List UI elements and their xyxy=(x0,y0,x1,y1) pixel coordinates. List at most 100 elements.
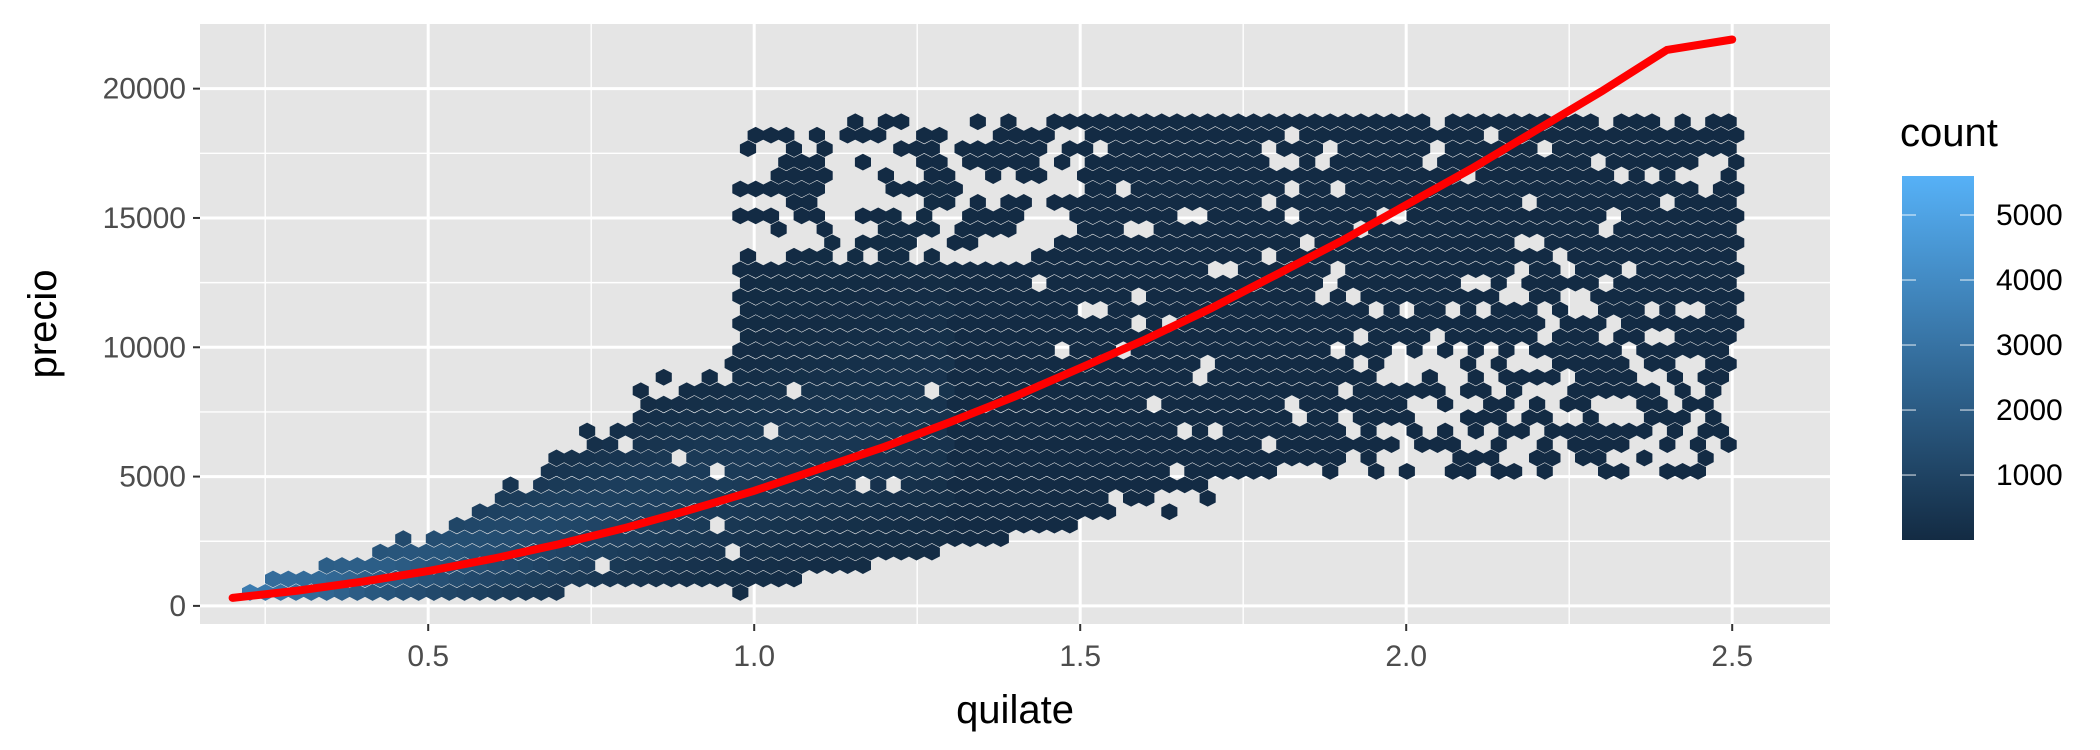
hex-cell-1108 xyxy=(931,288,948,305)
hex-cell-1355 xyxy=(1421,234,1438,252)
hex-cell-491 xyxy=(1138,436,1155,453)
hex-cell-1562 xyxy=(1559,180,1576,198)
hex-cell-596 xyxy=(862,409,879,427)
hex-cell-613 xyxy=(1123,409,1140,427)
hex-cell-1178 xyxy=(1123,274,1140,292)
hex-cell-816 xyxy=(770,355,787,373)
hex-cell-1098 xyxy=(778,288,795,305)
hex-cell-1207 xyxy=(1643,274,1661,292)
hex-cell-789 xyxy=(1207,368,1224,386)
hex-cell-14 xyxy=(456,584,473,601)
hex-cell-1407 xyxy=(1475,220,1492,238)
hex-cell-806 xyxy=(1575,368,1592,386)
hex-cell-534 xyxy=(839,422,856,440)
hex-cell-569 xyxy=(1498,422,1515,440)
hex-cell-82 xyxy=(717,557,734,574)
hex-cell-1371 xyxy=(1697,234,1714,252)
hex-cell-1313 xyxy=(1536,247,1553,265)
hex-cell-150 xyxy=(747,530,764,548)
hex-cell-924 xyxy=(785,328,802,346)
hex-cell-1793 xyxy=(1276,113,1293,131)
hex-cell-470 xyxy=(816,436,833,453)
hex-cell-619 xyxy=(1214,409,1232,427)
hex-cell-755 xyxy=(1674,382,1691,400)
hex-cell-1260 xyxy=(1498,261,1515,279)
hex-cell-1372 xyxy=(1712,234,1729,252)
hex-cell-1154 xyxy=(739,274,757,292)
hex-cell-1617 xyxy=(1628,167,1645,184)
hex-cell-486 xyxy=(1061,436,1078,453)
hex-cell-375 xyxy=(1153,463,1170,480)
hex-cell-1129 xyxy=(1268,288,1285,305)
hex-cell-1736 xyxy=(1146,126,1163,144)
hex-cell-1536 xyxy=(1130,180,1147,198)
hex-cell-203 xyxy=(1015,516,1032,534)
hex-cell-231 xyxy=(839,503,856,521)
hex-cell-369 xyxy=(1061,463,1078,480)
hex-cell-829 xyxy=(969,355,986,373)
hex-cell-1623 xyxy=(854,153,871,171)
hex-cell-79 xyxy=(671,557,688,574)
hex-cell-1110 xyxy=(962,288,979,305)
hex-cell-724 xyxy=(1092,382,1109,400)
hex-cell-1094 xyxy=(1720,301,1737,319)
hex-cell-1268 xyxy=(1666,261,1683,279)
hex-cell-934 xyxy=(939,328,956,346)
hex-cell-247 xyxy=(1084,503,1101,521)
hex-cell-1469 xyxy=(1666,207,1683,225)
hex-cell-1752 xyxy=(1406,126,1423,144)
hex-cell-555 xyxy=(1161,422,1178,440)
hex-cell-255 xyxy=(571,489,588,507)
hex-cell-250 xyxy=(494,489,511,507)
hex-cell-1463 xyxy=(1559,207,1576,225)
hex-cell-1695 xyxy=(1337,140,1354,158)
hex-cell-344 xyxy=(663,463,680,480)
hex-cell-340 xyxy=(602,463,619,480)
hex-cell-1462 xyxy=(1544,207,1561,225)
hex-cell-639 xyxy=(1705,409,1722,427)
hex-cell-1550 xyxy=(1375,180,1392,198)
hex-cell-45 xyxy=(617,570,634,588)
hex-cell-518 xyxy=(1720,436,1737,453)
hex-cell-1689 xyxy=(1214,140,1232,158)
hex-cell-1451 xyxy=(1345,207,1362,225)
hex-cell-760 xyxy=(747,368,764,386)
hex-cell-1409 xyxy=(1506,220,1523,238)
hex-cell-420 xyxy=(946,449,963,467)
hex-cell-1179 xyxy=(1138,274,1155,292)
hex-cell-909 xyxy=(1529,341,1546,359)
hex-cell-1224 xyxy=(900,261,917,279)
hex-cell-548 xyxy=(1054,422,1071,440)
hex-cell-1656 xyxy=(1513,153,1530,171)
hex-cell-302 xyxy=(655,476,672,494)
hex-cell-1475 xyxy=(801,194,818,211)
hex-cell-1065 xyxy=(1123,301,1140,319)
hex-cell-1091 xyxy=(1628,301,1645,319)
hex-cell-1525 xyxy=(762,180,780,198)
hex-cell-618 xyxy=(1199,409,1216,427)
hex-cell-152 xyxy=(778,530,795,548)
hex-cell-1792 xyxy=(1260,113,1277,131)
hex-cell-620 xyxy=(1230,409,1247,427)
hex-cell-389 xyxy=(1536,463,1553,480)
hex-cell-1626 xyxy=(962,153,979,171)
hex-cell-1261 xyxy=(1529,261,1546,279)
hex-cell-1216 xyxy=(778,261,795,279)
hex-cell-328 xyxy=(1084,476,1101,494)
hex-cell-954 xyxy=(1245,328,1262,346)
hex-cell-1620 xyxy=(778,153,795,171)
hex-cell-494 xyxy=(1184,436,1201,453)
hex-cell-633 xyxy=(1521,409,1538,427)
hex-cell-1676 xyxy=(985,140,1002,158)
hex-cell-1254 xyxy=(1406,261,1423,279)
hex-cell-707 xyxy=(816,382,833,400)
hex-cell-655 xyxy=(870,395,887,413)
hex-cell-1467 xyxy=(1636,207,1653,225)
hex-cell-859 xyxy=(1598,355,1615,373)
hex-cell-224 xyxy=(732,503,749,521)
hex-cell-1005 xyxy=(1115,315,1132,332)
hex-cell-1370 xyxy=(1682,234,1699,252)
hex-cell-975 xyxy=(1628,328,1645,346)
hex-cell-1659 xyxy=(1559,153,1576,171)
hex-cell-1258 xyxy=(1467,261,1484,279)
